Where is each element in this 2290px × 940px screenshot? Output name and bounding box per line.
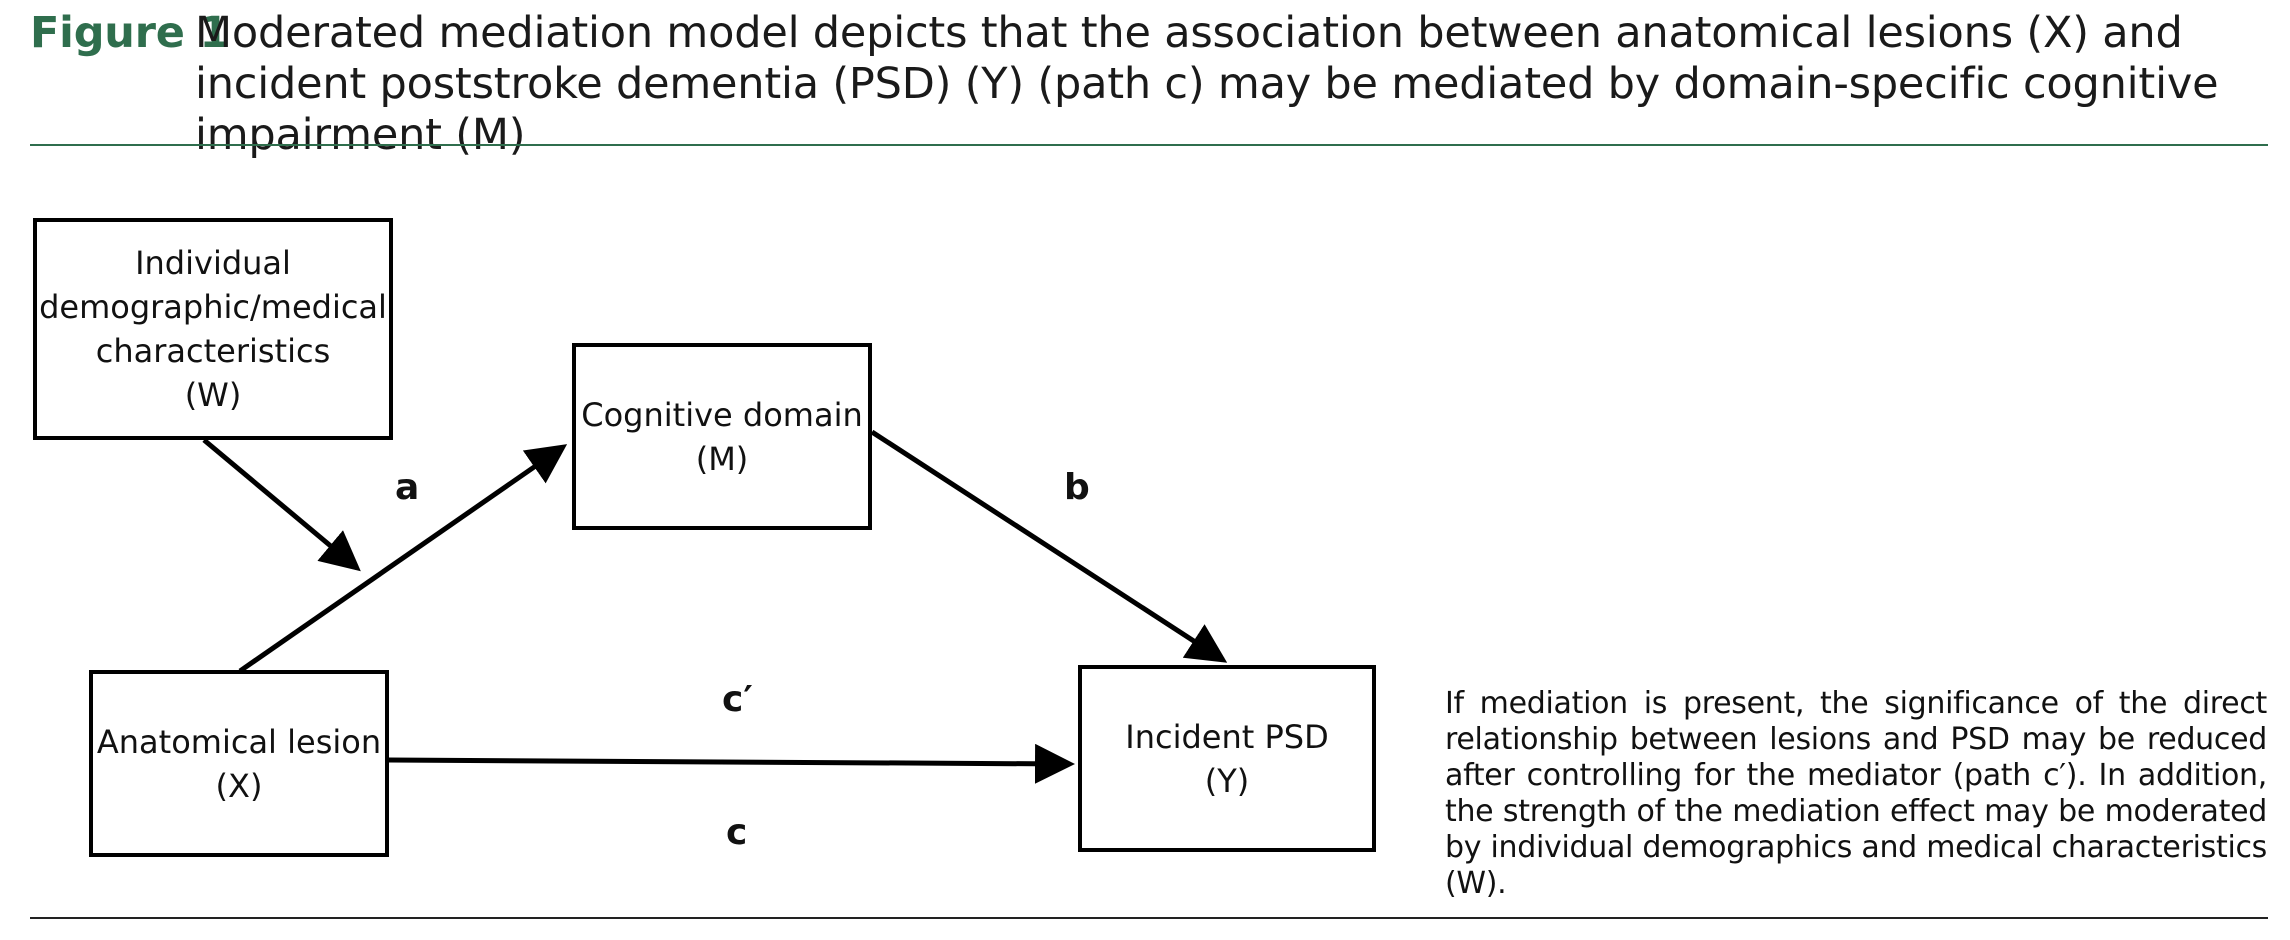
outcome-label-line-1: Incident PSD bbox=[1125, 717, 1329, 756]
figure-label: Figure 1 bbox=[30, 8, 230, 58]
arrow-path-b bbox=[870, 429, 1228, 663]
outcome-box: Incident PSD (Y) bbox=[1078, 665, 1376, 852]
moderator-label-line-3: characteristics bbox=[95, 332, 331, 370]
predictor-box: Anatomical lesion (X) bbox=[89, 670, 389, 857]
moderator-label-line-2: demographic/medical bbox=[39, 288, 387, 326]
top-divider bbox=[30, 144, 2268, 146]
arrow-path-c bbox=[388, 743, 1075, 784]
arrow-moderation bbox=[202, 438, 361, 572]
path-label-b: b bbox=[1064, 467, 1090, 508]
path-label-c-prime: c′ bbox=[722, 679, 753, 720]
predictor-label-line-2: (X) bbox=[215, 766, 263, 805]
figure-note: If mediation is present, the significanc… bbox=[1445, 686, 2267, 901]
outcome-label-line-2: (Y) bbox=[1204, 761, 1250, 800]
predictor-label-line-1: Anatomical lesion bbox=[96, 722, 382, 761]
moderator-box: Individual demographic/medical character… bbox=[33, 218, 393, 440]
caption-text: Moderated mediation model depicts that t… bbox=[195, 8, 2219, 160]
moderator-label-line-1: Individual bbox=[135, 244, 291, 282]
mediator-label-line-1: Cognitive domain bbox=[581, 395, 863, 434]
mediator-label-line-2: (M) bbox=[695, 439, 749, 478]
path-label-a: a bbox=[395, 467, 420, 508]
arrow-path-a bbox=[238, 444, 568, 674]
mediator-box: Cognitive domain (M) bbox=[572, 343, 872, 530]
path-label-c: c bbox=[726, 812, 748, 853]
bottom-divider bbox=[30, 917, 2268, 919]
moderator-label-line-4: (W) bbox=[184, 376, 242, 414]
